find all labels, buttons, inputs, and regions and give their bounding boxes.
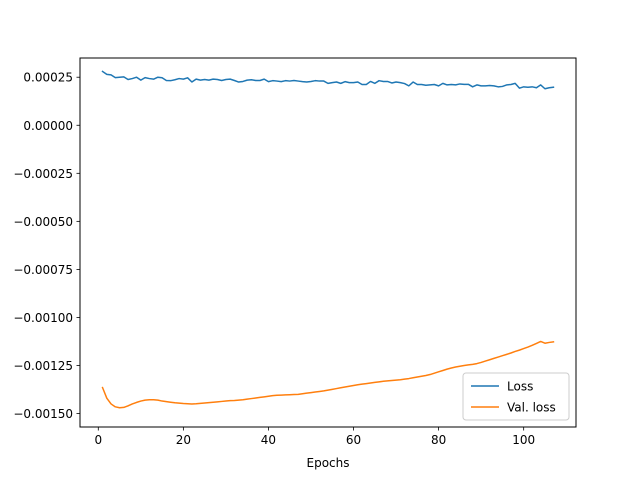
legend-box xyxy=(462,372,570,421)
legend-label-0: Loss xyxy=(507,380,533,394)
x-axis-label: Epochs xyxy=(307,456,350,470)
x-tick-label: 60 xyxy=(346,433,361,447)
y-tick-label: 0.00000 xyxy=(23,119,73,133)
y-axis: 0.00025 0.00000 −0.00025 −0.00050 −0.00075 −0… xyxy=(13,71,80,421)
x-tick-label: 20 xyxy=(176,433,191,447)
y-tick-label: −0.00150 xyxy=(13,407,73,421)
legend-label-1: Val. loss xyxy=(507,401,556,415)
x-tick-label: 0 xyxy=(94,433,102,447)
y-tick-label: −0.00025 xyxy=(13,167,73,181)
series-line-0 xyxy=(101,70,555,90)
x-tick-label: 80 xyxy=(431,433,446,447)
y-tick-label: −0.00075 xyxy=(13,263,73,277)
y-tick-label: −0.00050 xyxy=(13,215,73,229)
legend: Loss Val. loss xyxy=(462,372,570,421)
y-tick-label: −0.00125 xyxy=(13,359,73,373)
series-line-1 xyxy=(101,340,555,409)
x-tick-label: 100 xyxy=(512,433,535,447)
plot-area-frame xyxy=(79,57,577,428)
series-layer xyxy=(101,70,555,409)
x-tick-label: 40 xyxy=(261,433,276,447)
y-tick-label: 0.00025 xyxy=(23,71,73,85)
y-tick-label: −0.00100 xyxy=(13,311,73,325)
x-axis: 0 20 40 60 80 100 xyxy=(94,427,535,447)
